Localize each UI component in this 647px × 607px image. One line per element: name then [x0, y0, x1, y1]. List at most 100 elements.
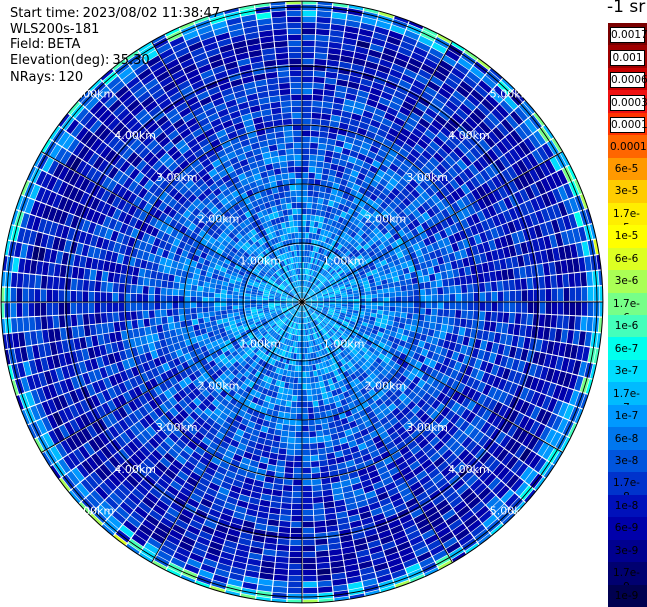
- range-gate: [155, 317, 162, 326]
- range-gate: [366, 424, 376, 434]
- range-gate: [402, 397, 412, 406]
- range-gate: [322, 489, 333, 497]
- range-gate: [556, 315, 564, 329]
- range-gate: [400, 127, 412, 138]
- range-gate: [340, 334, 347, 341]
- range-gate: [316, 22, 331, 30]
- range-gate: [120, 264, 128, 275]
- range-gate: [317, 568, 331, 575]
- range-gate: [332, 263, 339, 270]
- range-gate: [449, 302, 456, 310]
- range-gate: [329, 226, 335, 233]
- range-gate: [412, 106, 425, 118]
- range-gate: [266, 377, 273, 384]
- range-gate: [369, 193, 378, 202]
- range-gate: [329, 298, 336, 301]
- range-gate: [349, 255, 356, 262]
- range-gate: [545, 221, 555, 235]
- range-gate: [421, 150, 433, 161]
- range-gate: [297, 317, 300, 324]
- range-gate: [449, 224, 459, 234]
- range-gate: [428, 421, 439, 432]
- range-gate: [10, 287, 17, 302]
- range-gate: [461, 470, 475, 483]
- range-gate: [533, 289, 540, 302]
- range-gate: [353, 488, 365, 497]
- range-gate: [375, 317, 382, 323]
- range-gate: [489, 89, 503, 104]
- range-gate: [245, 445, 255, 454]
- range-gate: [399, 280, 407, 286]
- range-gate: [178, 308, 185, 315]
- range-gate: [331, 357, 337, 364]
- range-gate: [327, 175, 335, 183]
- range-gate: [479, 252, 488, 264]
- range-gate: [361, 224, 369, 232]
- range-gate: [119, 321, 127, 331]
- range-gate: [302, 329, 304, 336]
- range-gate: [568, 316, 576, 330]
- range-gate: [281, 502, 292, 510]
- range-gate: [308, 322, 312, 329]
- range-gate: [540, 250, 549, 263]
- range-gate: [227, 313, 234, 318]
- range-gate: [358, 257, 366, 264]
- range-gate: [333, 214, 340, 222]
- range-gate: [316, 550, 329, 557]
- range-gate: [344, 454, 354, 462]
- range-gate: [383, 546, 398, 556]
- range-gate: [277, 361, 283, 369]
- range-gate: [302, 154, 310, 161]
- range-gate: [506, 166, 518, 180]
- range-gate: [394, 350, 402, 358]
- range-gate: [365, 130, 376, 140]
- range-gate: [401, 248, 410, 257]
- range-gate: [365, 368, 373, 376]
- range-gate: [379, 59, 393, 69]
- range-gate: [388, 287, 395, 293]
- range-gate: [336, 338, 343, 345]
- range-gate: [512, 89, 525, 102]
- range-gate: [303, 311, 306, 318]
- range-gate: [106, 292, 113, 302]
- ppi-gates: [1, 1, 603, 603]
- range-gate: [293, 335, 297, 341]
- range-gate: [324, 237, 330, 244]
- range-gate: [396, 168, 406, 178]
- range-gate: [310, 377, 315, 383]
- range-gate: [501, 452, 514, 466]
- range-gate: [362, 264, 370, 270]
- range-gate: [293, 377, 299, 384]
- range-gate: [316, 273, 321, 279]
- range-gate: [356, 213, 364, 221]
- range-gate: [382, 476, 394, 486]
- range-gate: [399, 317, 407, 324]
- range-gate: [71, 266, 79, 279]
- range-gate: [467, 496, 481, 510]
- range-gate: [518, 141, 531, 156]
- range-gate: [321, 270, 327, 276]
- range-gate: [451, 402, 461, 413]
- range-gate: [479, 510, 493, 524]
- range-gate: [346, 14, 362, 23]
- range-gate: [479, 282, 486, 292]
- range-gate: [408, 57, 423, 69]
- range-gate: [436, 403, 446, 414]
- range-gate: [381, 218, 389, 227]
- range-gate: [331, 389, 338, 397]
- range-gate: [142, 302, 149, 311]
- range-gate: [235, 428, 245, 437]
- range-gate: [328, 464, 338, 472]
- range-gate: [425, 366, 434, 376]
- range-gate: [546, 248, 555, 262]
- range-gate: [407, 203, 417, 213]
- range-gate: [497, 186, 508, 199]
- range-gate: [401, 307, 408, 313]
- range-gate: [438, 560, 453, 570]
- range-gate: [372, 481, 384, 490]
- range-gate: [542, 262, 550, 276]
- range-gate: [446, 388, 456, 399]
- range-gate: [304, 304, 309, 309]
- range-gate: [303, 293, 306, 299]
- range-gate: [564, 343, 573, 358]
